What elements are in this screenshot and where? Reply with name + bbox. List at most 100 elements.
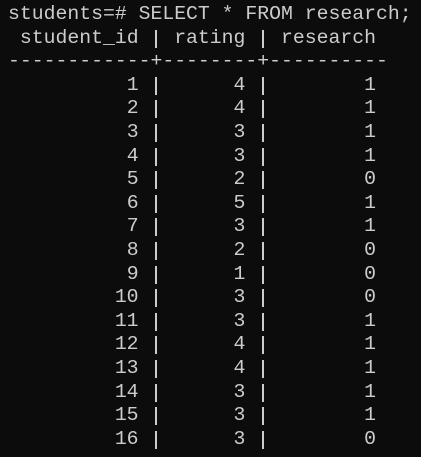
column-divider (262, 218, 265, 237)
table-row: 5 2 0 (8, 168, 418, 192)
table-cell: 3 (233, 404, 246, 427)
table-cell: 4 (126, 144, 139, 167)
table-cell: 16 (114, 427, 139, 450)
table-row: 11 3 1 (8, 310, 418, 334)
table-cell: 6 (126, 191, 139, 214)
table-cell: 1 (364, 97, 376, 120)
column-divider (155, 76, 158, 95)
table-cell: 0 (364, 168, 376, 191)
column-divider (262, 147, 265, 166)
table-cell: 3 (233, 144, 246, 167)
column-divider (155, 100, 158, 119)
table-cell: 4 (233, 333, 246, 356)
column-divider (262, 124, 265, 142)
table-row: 14 3 1 (8, 381, 418, 405)
table-cell: 3 (233, 286, 246, 309)
column-divider (155, 194, 158, 213)
table-row: 13 4 1 (8, 357, 418, 381)
table-cell: 1 (364, 309, 376, 332)
column-divider (155, 312, 158, 331)
table-cell: 1 (126, 73, 139, 96)
table-cell: 3 (126, 121, 139, 143)
table-cell: 10 (114, 286, 139, 309)
table-cell: 1 (233, 262, 246, 285)
column-divider (262, 265, 265, 284)
column-divider (262, 29, 265, 48)
table-cell: 1 (364, 191, 376, 214)
table-row: 15 3 1 (8, 404, 418, 428)
column-header: student_id (19, 26, 139, 49)
table-cell: 15 (114, 404, 139, 427)
column-header: research (281, 26, 376, 49)
column-divider (155, 29, 158, 48)
column-divider (262, 360, 265, 378)
table-cell: 0 (364, 427, 376, 450)
column-header: rating (174, 26, 246, 49)
column-divider (262, 171, 265, 190)
column-divider (155, 360, 158, 378)
column-divider (155, 407, 158, 426)
column-divider (262, 194, 265, 213)
table-row: 12 4 1 (8, 333, 418, 357)
column-divider (155, 124, 158, 142)
table-row: 1 4 1 (8, 74, 418, 98)
column-divider (262, 76, 265, 95)
table-cell: 8 (126, 239, 139, 261)
table-cell: 1 (364, 215, 376, 238)
table-cell: 3 (233, 380, 246, 403)
table-cell: 3 (233, 309, 246, 332)
table-cell: 1 (364, 380, 376, 403)
table-row: 8 2 0 (8, 239, 418, 263)
column-divider (155, 265, 158, 284)
table-cell: 2 (233, 239, 246, 261)
column-divider (155, 218, 158, 237)
table-cell: 0 (364, 286, 376, 309)
table-cell: 4 (233, 73, 246, 96)
table-cell: 14 (114, 380, 139, 403)
column-divider (155, 430, 158, 449)
table-row: 10 3 0 (8, 286, 418, 310)
table-row: 7 3 1 (8, 215, 418, 239)
table-cell: 3 (233, 121, 246, 143)
table-cell: 12 (114, 333, 139, 356)
column-divider (262, 383, 265, 402)
column-divider (155, 171, 158, 190)
table-cell: 2 (233, 168, 246, 191)
column-divider (262, 242, 265, 260)
table-cell: 1 (364, 144, 376, 167)
table-cell: 1 (364, 121, 376, 143)
column-divider (262, 430, 265, 449)
table-cell: 5 (233, 191, 246, 214)
table-cell: 4 (233, 97, 246, 120)
table-row: 9 1 0 (8, 263, 418, 287)
column-divider (262, 312, 265, 331)
table-cell: 3 (233, 427, 246, 450)
table-cell: 1 (364, 73, 376, 96)
column-divider (262, 289, 265, 308)
table-cell: 1 (364, 357, 376, 379)
table-row: 16 3 0 (8, 428, 418, 452)
column-divider (155, 242, 158, 260)
table-row: 2 4 1 (8, 97, 418, 121)
table-cell: 5 (126, 168, 139, 191)
column-divider (155, 289, 158, 308)
header-row: student_id rating research (8, 27, 418, 51)
table-row: 6 5 1 (8, 192, 418, 216)
table-cell: 2 (126, 97, 139, 120)
table-cell: 0 (364, 262, 376, 285)
table-cell: 3 (233, 215, 246, 238)
table-cell: 0 (364, 239, 376, 261)
table-cell: 7 (126, 215, 139, 238)
column-divider (262, 407, 265, 426)
table-row: 4 3 1 (8, 145, 418, 169)
separator-line: ------------+--------+---------- (8, 50, 388, 73)
prompt-line: students=# SELECT * FROM research; (8, 3, 412, 25)
table-cell: 1 (364, 333, 376, 356)
table-row: 3 3 1 (8, 121, 418, 145)
column-divider (155, 147, 158, 166)
column-divider (155, 383, 158, 402)
table-cell: 1 (364, 404, 376, 427)
table-cell: 4 (233, 357, 246, 379)
table-cell: 11 (114, 309, 139, 332)
